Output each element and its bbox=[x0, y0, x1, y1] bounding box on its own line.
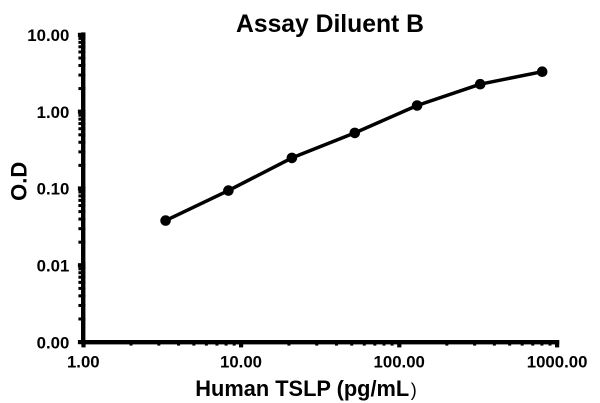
svg-text:0.01: 0.01 bbox=[37, 257, 70, 276]
svg-text:0.00: 0.00 bbox=[37, 334, 70, 353]
svg-text:0.10: 0.10 bbox=[37, 180, 70, 199]
svg-text:Assay Diluent B: Assay Diluent B bbox=[236, 11, 424, 38]
svg-text:10.00: 10.00 bbox=[27, 26, 69, 45]
svg-text:100.00: 100.00 bbox=[374, 352, 425, 371]
svg-text:1.00: 1.00 bbox=[67, 352, 100, 371]
svg-text:1.00: 1.00 bbox=[37, 103, 70, 122]
svg-text:O.D: O.D bbox=[7, 162, 32, 201]
svg-text:Human TSLP (pg/mL): Human TSLP (pg/mL) bbox=[195, 376, 416, 401]
svg-text:10.00: 10.00 bbox=[220, 352, 262, 371]
svg-text:1000.00: 1000.00 bbox=[527, 352, 588, 371]
